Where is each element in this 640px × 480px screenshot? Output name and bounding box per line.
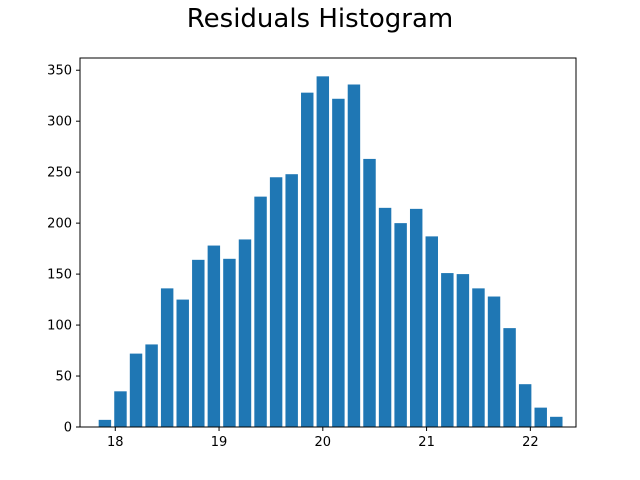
x-tick-label: 21 [418,435,435,450]
histogram-bar [503,328,516,427]
histogram-bar [223,258,236,427]
histogram-bar [207,245,221,427]
chart-title: Residuals Histogram [186,4,454,34]
histogram-bar [518,384,532,427]
histogram-bar [254,196,267,427]
histogram-bar [378,207,392,427]
y-tick-label: 100 [47,319,72,334]
y-tick-label: 50 [55,370,72,385]
histogram-bar [409,208,423,427]
y-tick-label: 250 [47,166,72,181]
histogram-bar [534,407,547,427]
y-tick-label: 150 [47,268,72,283]
histogram-bar [238,239,252,427]
axes-group: 18 19 20 21 22 0 50 100 150 200 250 300 350 [47,57,577,450]
x-tick-label: 22 [522,435,539,450]
histogram-bar [129,353,143,427]
y-tick-label: 200 [47,217,72,232]
histogram-bar [332,98,345,427]
histogram-bar [192,259,205,427]
histogram-bar [114,391,127,427]
histogram-bar [472,288,485,427]
histogram-bar [425,236,438,427]
bars-group [98,76,563,428]
x-tick-label: 19 [211,435,228,450]
histogram-bar [363,158,376,427]
y-tick-label: 350 [47,64,72,79]
histogram-bar [550,416,563,427]
histogram-bar [394,223,407,427]
histogram-bar [160,288,174,427]
histogram-bar [269,177,283,427]
y-tick-label: 0 [64,421,72,436]
histogram-bar [145,344,158,427]
histogram-bar [301,92,314,427]
histogram-bar [456,274,470,427]
x-tick-label: 18 [107,435,124,450]
x-tick-label: 20 [315,435,332,450]
histogram-bar [347,84,361,428]
plot-frame [79,57,577,428]
histogram-bar [487,296,501,427]
histogram-bar [98,419,112,427]
histogram-bar [441,273,454,427]
histogram-bar [316,76,330,427]
y-tick-label: 300 [47,115,72,130]
histogram-bar [176,299,189,427]
histogram-bar [285,174,298,427]
